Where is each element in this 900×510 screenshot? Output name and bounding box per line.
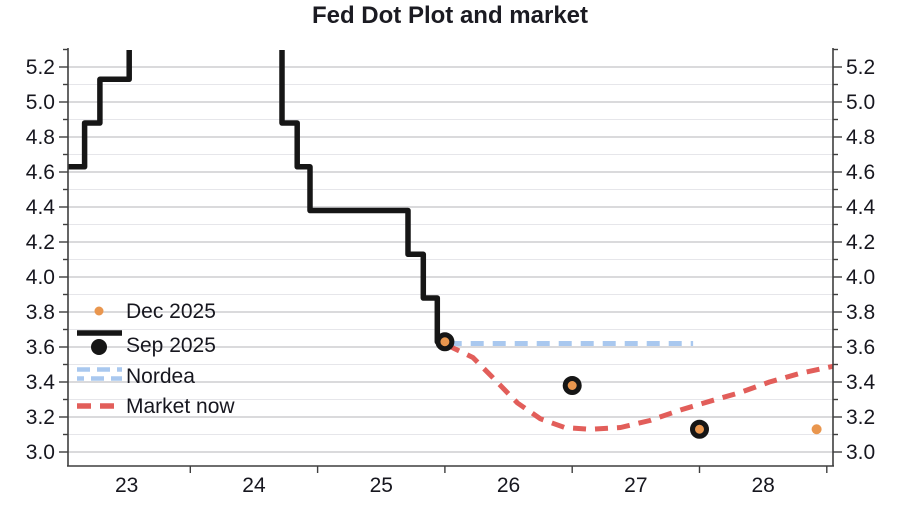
x-axis-label: 26 [497, 474, 520, 497]
y-axis-label-right: 3.0 [846, 441, 875, 464]
legend-item-sep-2025: Sep 2025 [77, 330, 216, 357]
legend-label: Sep 2025 [126, 334, 216, 357]
legend-item-nordea: Nordea [77, 365, 195, 388]
sep-2025-dot [562, 376, 582, 395]
y-axis-label-right: 4.0 [846, 266, 875, 289]
x-axis-label: 25 [370, 474, 393, 497]
y-axis-label-left: 4.8 [26, 126, 55, 149]
y-axis-label-left: 3.4 [26, 371, 56, 394]
y-axis-label-right: 3.4 [846, 371, 876, 394]
legend-dot-swatch [94, 306, 104, 316]
y-axis-label-right: 3.8 [846, 301, 875, 324]
legend: Dec 2025 Sep 2025 Nordea Market now [77, 300, 235, 418]
y-axis-label-right: 4.8 [846, 126, 875, 149]
y-axis-label-left: 5.0 [26, 91, 55, 114]
y-axis-label-left: 3.2 [26, 406, 55, 429]
y-axis-label-left: 5.2 [26, 56, 55, 79]
x-axis-label: 28 [751, 474, 774, 497]
y-axis-label-left: 4.2 [26, 231, 55, 254]
legend-item-market-now: Market now [77, 395, 235, 418]
x-axis-label: 24 [242, 474, 266, 497]
chart-title: Fed Dot Plot and market [311, 2, 589, 29]
sep-2025-dot [435, 332, 455, 352]
y-axis-label-right: 4.6 [846, 161, 875, 184]
y-axis-label-left: 3.6 [26, 336, 55, 359]
y-axis-label-right: 4.4 [846, 196, 876, 219]
legend-bigdot-swatch [91, 339, 107, 355]
y-axis-label-left: 3.0 [26, 441, 55, 464]
legend-item-dec-2025: Dec 2025 [94, 300, 216, 323]
legend-label: Nordea [126, 365, 195, 388]
y-axis-label-left: 4.6 [26, 161, 55, 184]
series-sep-2025-step-line [68, 50, 445, 345]
series-market-now-line [446, 343, 833, 432]
y-axis-label-right: 5.0 [846, 91, 875, 114]
y-axis-label-right: 5.2 [846, 56, 875, 79]
y-axis-label-right: 3.6 [846, 336, 875, 359]
axes: 3.0 3.0 3.2 3.2 3.4 3.4 3.6 3.6 3.8 3.8 4.0 4.0 4.2 4… [26, 48, 876, 497]
legend-label: Market now [126, 395, 235, 418]
y-axis-label-right: 3.2 [846, 406, 875, 429]
x-axis-label: 23 [115, 474, 138, 497]
dec-2025-dot [811, 424, 822, 435]
series-layer [68, 50, 833, 439]
sep-2025-dot [690, 419, 709, 439]
y-axis-label-left: 3.8 [26, 301, 55, 324]
x-axis-label: 27 [624, 474, 647, 497]
legend-label: Dec 2025 [126, 300, 216, 323]
y-axis-label-left: 4.0 [26, 266, 55, 289]
gridlines [68, 66, 833, 453]
y-axis-label-left: 4.4 [26, 196, 56, 219]
y-axis-label-right: 4.2 [846, 231, 875, 254]
